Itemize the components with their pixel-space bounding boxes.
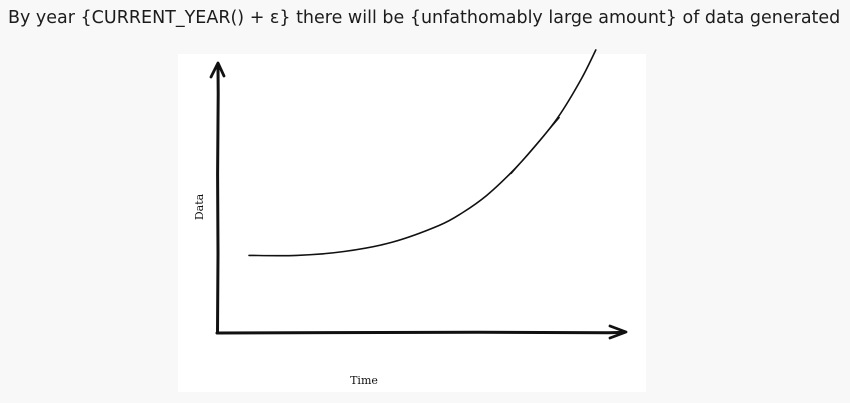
series-line-0-sketch-stroke (510, 117, 560, 175)
y-axis-label: Data (193, 193, 206, 220)
x-axis (215, 324, 628, 340)
page-title: By year {CURRENT_YEAR() + ε} there will … (8, 8, 841, 28)
y-axis (209, 61, 226, 335)
y-axis-line (216, 64, 220, 335)
series-layer (248, 49, 597, 257)
series-line-0 (248, 49, 597, 257)
chart-card: Data Time (178, 49, 646, 392)
x-axis-label: Time (350, 374, 378, 387)
y-axis-arrowhead (209, 61, 226, 79)
chart-svg: Data Time (193, 49, 628, 387)
x-axis-line (215, 330, 626, 335)
x-axis-arrowhead (608, 324, 628, 340)
